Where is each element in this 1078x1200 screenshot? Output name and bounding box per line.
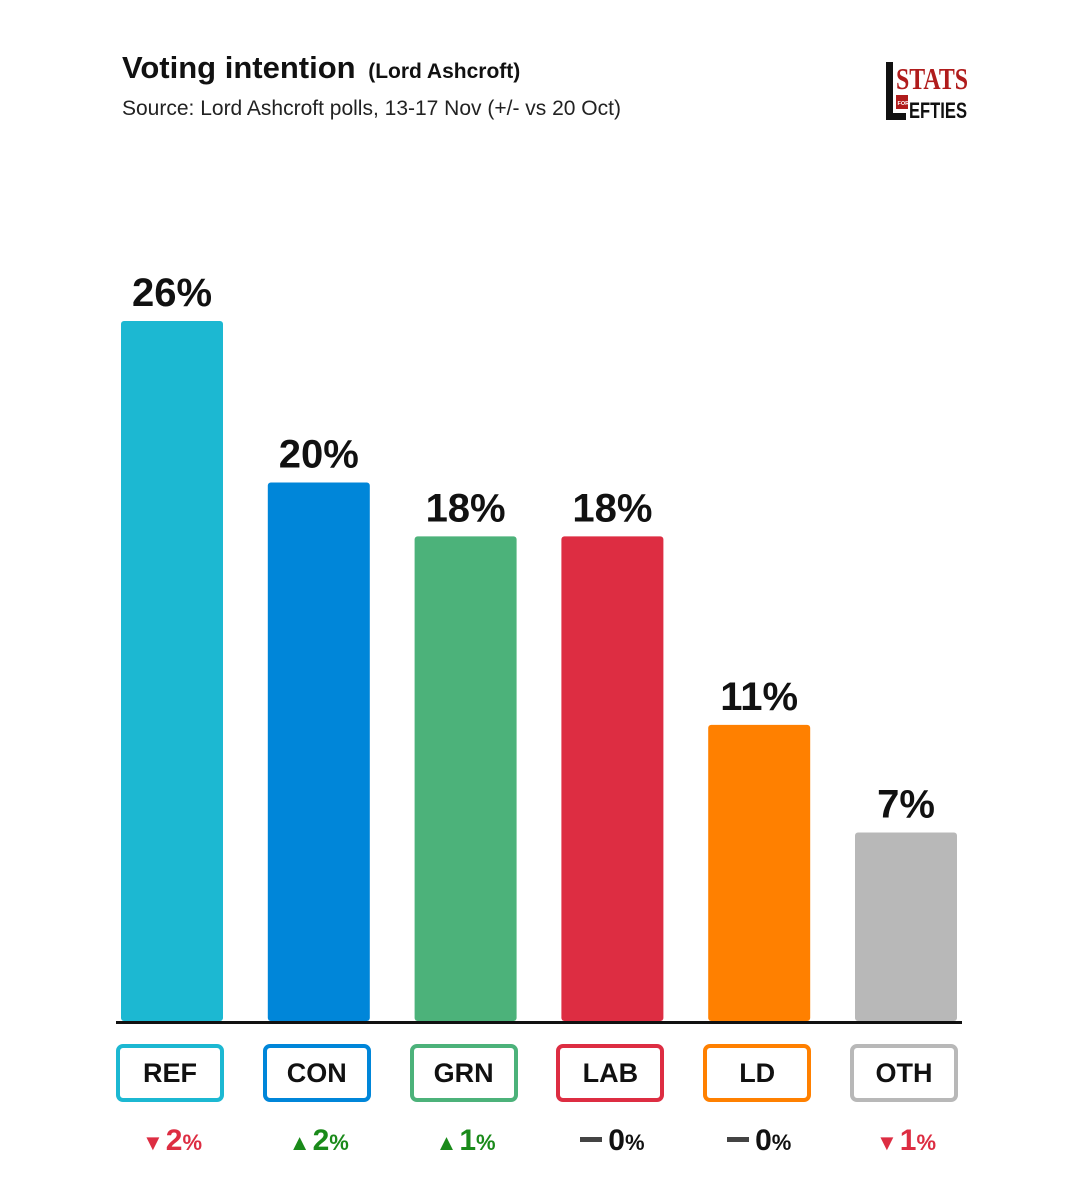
bar-grn: [414, 536, 517, 1021]
change-unit: %: [182, 1130, 203, 1155]
logo-text-stats: STATS: [896, 62, 968, 96]
category-label-oth: OTH: [850, 1044, 958, 1102]
stats-for-lefties-logo: STATS FOR EFTIES: [886, 62, 968, 120]
bar-value-label-grn: 18%: [426, 486, 506, 530]
logo-text-efties: EFTIES: [909, 98, 967, 120]
category-label-grn: GRN: [409, 1044, 518, 1102]
logo-l-vertical: [886, 62, 893, 120]
bar-value-label-ref: 26%: [132, 271, 212, 315]
change-label-ld: 0%: [705, 1124, 813, 1158]
change-value: 0: [608, 1124, 625, 1157]
change-unit: %: [476, 1130, 496, 1155]
down-triangle-icon: ▼: [875, 1130, 898, 1155]
change-label-lab: 0%: [558, 1124, 666, 1158]
change-label-grn: ▲1%: [412, 1124, 520, 1158]
no-change-icon: [727, 1136, 750, 1142]
logo-l-horizontal: [886, 113, 906, 120]
bar-group: 26% 20% 18% 18% 11% 7%: [121, 271, 957, 1021]
bar-ld: [708, 724, 811, 1021]
bar-value-label-lab: 18%: [572, 486, 652, 530]
chart-title: Voting intention (Lord Ashcroft): [122, 50, 520, 86]
chart-title-main: Voting intention: [122, 50, 356, 85]
change-value: 2: [165, 1124, 183, 1157]
change-value: 0: [755, 1124, 772, 1157]
up-triangle-icon: ▲: [435, 1130, 458, 1155]
change-label-ref: ▼2%: [118, 1124, 226, 1158]
down-triangle-icon: ▼: [141, 1130, 164, 1155]
no-change-icon: [580, 1136, 603, 1142]
category-label-lab: LAB: [556, 1044, 665, 1102]
change-unit: %: [329, 1130, 349, 1155]
category-label-con: CON: [262, 1044, 371, 1102]
logo-for-box: [896, 95, 908, 109]
bar-con: [267, 482, 370, 1021]
chart-subtitle: Source: Lord Ashcroft polls, 13-17 Nov (…: [122, 97, 621, 120]
up-triangle-icon: ▲: [288, 1130, 311, 1155]
change-label-oth: ▼1%: [852, 1124, 960, 1158]
bar-value-label-oth: 7%: [877, 783, 935, 827]
change-value: 1: [899, 1124, 917, 1157]
change-unit: %: [624, 1130, 645, 1155]
logo-text-for: FOR: [898, 101, 910, 107]
bar-lab: [561, 536, 664, 1021]
bar-oth: [855, 832, 957, 1021]
change-unit: %: [771, 1130, 792, 1155]
category-label-ref: REF: [116, 1044, 224, 1102]
bar-value-label-con: 20%: [279, 433, 359, 477]
chart-title-suffix: (Lord Ashcroft): [368, 60, 521, 83]
change-value: 2: [312, 1124, 330, 1157]
change-unit: %: [916, 1130, 937, 1155]
change-value: 1: [459, 1124, 477, 1157]
category-label-ld: LD: [703, 1044, 812, 1102]
bar-value-label-ld: 11%: [720, 675, 798, 719]
bar-ref: [121, 321, 223, 1021]
change-label-con: ▲2%: [265, 1124, 373, 1158]
